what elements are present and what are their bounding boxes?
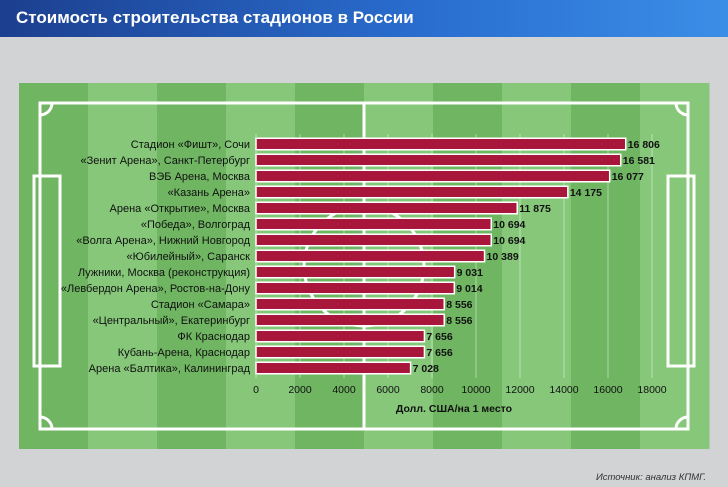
bar <box>255 137 627 151</box>
bar <box>255 265 456 279</box>
field-stripe <box>640 83 710 449</box>
tick-label: 2000 <box>288 384 312 396</box>
x-axis: 0 2000 4000 6000 8000 10000 12000 14000 16000 180… <box>253 384 667 396</box>
page-title: Стоимость строительства стадионов в Росс… <box>16 8 414 27</box>
data-label: 11 875 <box>519 203 551 215</box>
tick-label: 8000 <box>420 384 444 396</box>
corner-arc <box>674 415 689 430</box>
bar <box>255 329 426 343</box>
category-label: «Волга Арена», Нижний Новгород <box>76 235 250 247</box>
tick-label: 0 <box>253 384 259 396</box>
source-note: Источник: анализ КПМГ. <box>595 472 706 483</box>
value-labels: 16 806 16 581 16 077 14 175 11 875 10 694 10 6… <box>413 139 660 375</box>
data-label: 10 389 <box>487 251 519 263</box>
bar <box>255 201 518 215</box>
data-label: 10 694 <box>493 235 525 247</box>
bar <box>255 313 445 327</box>
data-label: 7 028 <box>413 363 439 375</box>
category-label: Лужники, Москва (реконструкция) <box>78 267 250 279</box>
bar <box>255 233 493 247</box>
corner-arc <box>674 102 689 117</box>
tick-label: 6000 <box>376 384 400 396</box>
bar <box>255 249 486 263</box>
tick-label: 12000 <box>505 384 534 396</box>
field-stripe <box>88 83 158 449</box>
category-label: Стадион «Самара» <box>151 299 250 311</box>
category-label: «Казань Арена» <box>168 187 250 199</box>
data-label: 16 581 <box>623 155 655 167</box>
data-label: 16 077 <box>612 171 644 183</box>
left-goal <box>32 174 42 368</box>
bar <box>255 169 611 183</box>
data-label: 16 806 <box>628 139 660 151</box>
data-label: 7 656 <box>426 347 452 359</box>
bar <box>255 217 493 231</box>
category-label: ВЭБ Арена, Москва <box>149 171 251 183</box>
category-label: Кубань-Арена, Краснодар <box>118 347 250 359</box>
category-labels: Стадион «Фишт», Сочи «Зенит Арена», Санкт… <box>61 139 251 375</box>
category-label: «Центральный», Екатеринбург <box>93 315 250 327</box>
category-label: «Левбердон Арена», Ростов-на-Дону <box>61 283 251 295</box>
bar <box>255 345 426 359</box>
category-label: «Победа», Волгоград <box>141 219 251 231</box>
corner-arc <box>39 102 54 117</box>
corner-arc <box>39 415 54 430</box>
data-label: 9 014 <box>456 283 482 295</box>
bar <box>255 297 445 311</box>
x-axis-label: Долл. США/на 1 место <box>396 403 512 415</box>
tick-label: 18000 <box>637 384 666 396</box>
bar <box>255 185 569 199</box>
title-bar: Стоимость строительства стадионов в Росс… <box>0 0 728 37</box>
tick-label: 16000 <box>593 384 622 396</box>
data-label: 8 556 <box>446 299 472 311</box>
data-label: 14 175 <box>570 187 602 199</box>
category-label: «Юбилейный», Саранск <box>126 251 250 263</box>
bar <box>255 281 456 295</box>
tick-label: 10000 <box>461 384 490 396</box>
data-label: 10 694 <box>493 219 525 231</box>
right-goal <box>686 174 696 368</box>
bar <box>255 361 412 375</box>
category-label: ФК Краснодар <box>177 331 250 343</box>
category-label: Арена «Открытие», Москва <box>110 203 251 215</box>
category-label: «Зенит Арена», Санкт-Петербург <box>81 155 250 167</box>
data-label: 9 031 <box>457 267 483 279</box>
category-label: Арена «Балтика», Калининград <box>89 363 251 375</box>
tick-label: 4000 <box>332 384 356 396</box>
tick-label: 14000 <box>549 384 578 396</box>
category-label: Стадион «Фишт», Сочи <box>131 139 250 151</box>
data-label: 8 556 <box>446 315 472 327</box>
bars <box>255 137 627 375</box>
field-stripe <box>19 83 89 449</box>
field-stripe <box>157 83 227 449</box>
data-label: 7 656 <box>426 331 452 343</box>
bar <box>255 153 622 167</box>
